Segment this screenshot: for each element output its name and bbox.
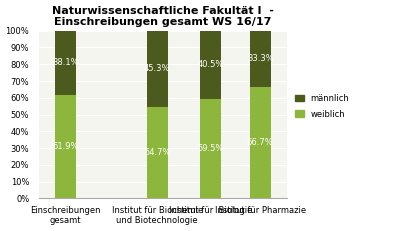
- Bar: [147, 31, 168, 107]
- Text: 33.3%: 33.3%: [247, 54, 273, 63]
- Bar: [200, 99, 221, 198]
- Legend: männlich, weiblich: männlich, weiblich: [294, 92, 351, 120]
- Text: 54.7%: 54.7%: [144, 148, 171, 157]
- Bar: [200, 31, 221, 99]
- Bar: [249, 31, 271, 87]
- Bar: [55, 31, 76, 95]
- Text: 45.3%: 45.3%: [144, 64, 171, 73]
- Text: 66.7%: 66.7%: [247, 138, 273, 147]
- Bar: [55, 95, 76, 198]
- Bar: [249, 87, 271, 198]
- Bar: [147, 107, 168, 198]
- Text: 59.5%: 59.5%: [197, 144, 224, 153]
- Text: 38.1%: 38.1%: [52, 58, 79, 67]
- Text: 40.5%: 40.5%: [197, 60, 224, 69]
- Title: Naturwissenschaftliche Fakultät I  -
Einschreibungen gesamt WS 16/17: Naturwissenschaftliche Fakultät I - Eins…: [52, 6, 274, 27]
- Text: 61.9%: 61.9%: [52, 142, 79, 151]
